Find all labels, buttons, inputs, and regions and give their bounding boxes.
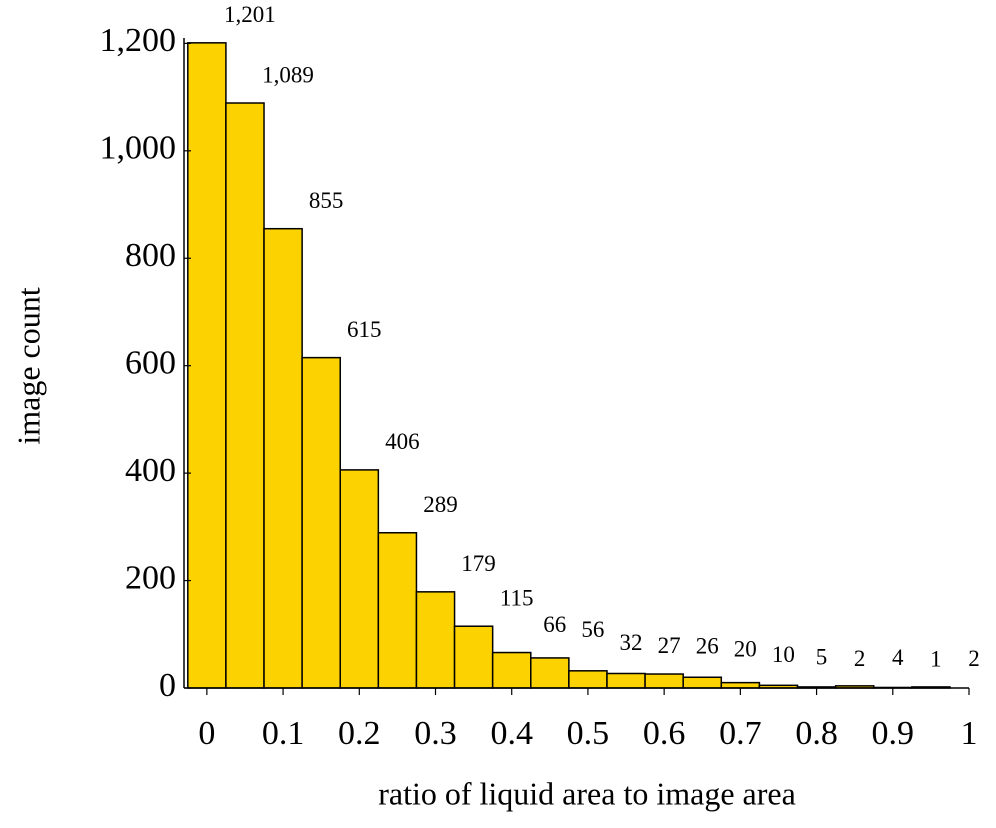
bar (263, 227, 303, 689)
bar (720, 681, 761, 689)
x-tick-label: 0.4 (490, 715, 533, 752)
value-label: 66 (543, 612, 566, 637)
bar (568, 670, 608, 689)
value-label: 56 (581, 617, 604, 642)
value-label: 10 (772, 642, 795, 667)
bar (187, 42, 227, 689)
x-tick-label: 0.8 (795, 715, 838, 752)
x-tick-label: 0.2 (338, 715, 381, 752)
value-label: 1,201 (224, 2, 276, 27)
x-tick-label: 0 (198, 715, 215, 752)
value-label: 289 (423, 492, 458, 517)
y-tick-label: 1,200 (100, 22, 177, 59)
y-tick-label: 600 (125, 344, 176, 381)
y-tick-label: 0 (159, 667, 176, 704)
value-label: 855 (309, 188, 344, 213)
bar (415, 591, 456, 689)
value-label: 615 (347, 317, 382, 342)
x-tick-label: 0.7 (719, 715, 762, 752)
x-tick-label: 0.1 (262, 715, 305, 752)
value-label: 2 (968, 646, 980, 671)
y-tick-label: 200 (125, 559, 176, 596)
value-label: 406 (385, 429, 420, 454)
value-label: 2 (854, 646, 866, 671)
y-tick-label: 1,000 (100, 130, 177, 167)
x-tick-label: 0.3 (414, 715, 457, 752)
bar (530, 657, 570, 689)
bar (606, 672, 646, 689)
x-tick-label: 1 (961, 715, 978, 752)
value-label: 27 (658, 633, 681, 658)
x-axis-label: ratio of liquid area to image area (378, 775, 796, 811)
y-tick-label: 800 (125, 237, 176, 274)
value-label: 26 (696, 633, 719, 658)
bar (491, 651, 532, 689)
bar (453, 625, 494, 689)
value-label: 1 (930, 647, 942, 672)
bar (339, 469, 380, 689)
value-label: 4 (892, 645, 904, 670)
bar (682, 676, 723, 689)
x-tick-label: 0.9 (872, 715, 915, 752)
bar (225, 102, 265, 689)
y-axis-label: image count (10, 287, 46, 444)
y-tick-label: 400 (125, 452, 176, 489)
bar (377, 532, 418, 689)
value-label: 5 (816, 645, 828, 670)
value-label: 115 (500, 586, 534, 611)
bar (644, 673, 684, 689)
value-label: 20 (734, 637, 757, 662)
value-label: 179 (461, 551, 496, 576)
x-tick-label: 0.5 (567, 715, 610, 752)
x-tick-label: 0.6 (643, 715, 686, 752)
value-label: 1,089 (262, 62, 314, 87)
bar (301, 356, 341, 689)
value-label: 32 (619, 630, 642, 655)
